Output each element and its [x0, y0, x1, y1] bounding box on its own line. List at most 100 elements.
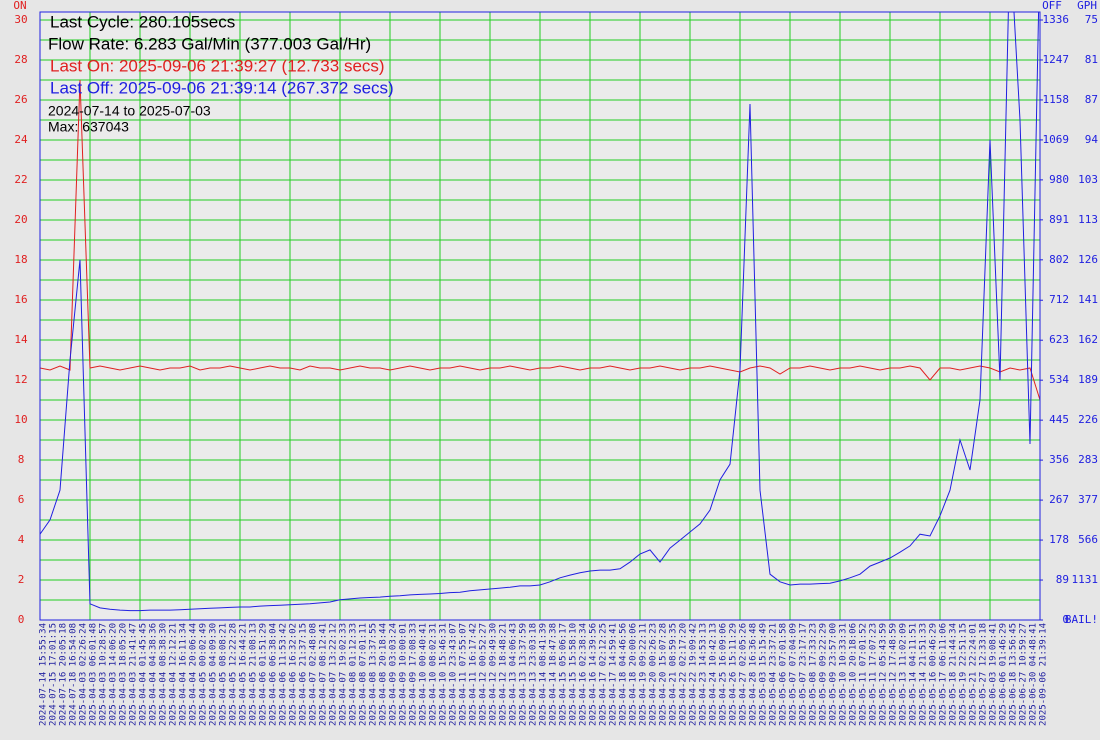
y-axis-label: ON [13, 0, 26, 12]
x-tick-label: 2025-04-04 08:38:30 [159, 623, 169, 726]
x-tick-label: 2025-04-24 10:42:13 [709, 623, 719, 726]
x-tick-label: 2025-04-06 21:37:15 [299, 623, 309, 726]
x-tick-label: 2025-05-11 07:01:52 [859, 623, 869, 726]
x-tick-label: 2025-06-03 19:08:41 [989, 623, 999, 726]
y2-tick-label: 891 [1049, 213, 1069, 226]
x-tick-label: 2025-04-20 00:26:23 [649, 623, 659, 726]
series-line [40, 12, 1040, 612]
x-tick-label: 2025-04-03 21:41:47 [129, 623, 139, 726]
gph-tick-label: 189 [1078, 373, 1098, 386]
gph-tick-label: 566 [1078, 533, 1098, 546]
gph-tick-label: 226 [1078, 413, 1098, 426]
x-tick-label: 2025-04-07 08:12:41 [319, 623, 329, 726]
y2-tick-label: 623 [1049, 333, 1069, 346]
y2-tick-label: 178 [1049, 533, 1069, 546]
info-line: Last On: 2025-09-06 21:39:27 (12.733 sec… [50, 56, 385, 75]
max-text: Max: 637043 [48, 119, 129, 135]
x-tick-label: 2025-05-07 23:17:17 [799, 623, 809, 726]
x-tick-label: 2025-05-14 04:11:51 [909, 623, 919, 726]
y2-tick-label: 802 [1049, 253, 1069, 266]
y-tick-label: 14 [14, 333, 28, 346]
gph-tick-label: 377 [1078, 493, 1098, 506]
x-tick-label: 2025-05-16 00:46:29 [929, 623, 939, 726]
gph-axis-label: GPH [1077, 0, 1097, 12]
x-tick-label: 2025-04-04 20:06:44 [189, 623, 199, 726]
y-tick-label: 4 [18, 533, 25, 546]
x-tick-label: 2025-04-03 10:28:57 [99, 623, 109, 726]
x-tick-label: 2025-04-10 08:02:31 [429, 623, 439, 726]
y2-tick-label: 534 [1049, 373, 1069, 386]
x-tick-label: 2025-05-04 23:37:21 [769, 623, 779, 726]
y-tick-label: 16 [14, 293, 27, 306]
y2-tick-label: 356 [1049, 453, 1069, 466]
info-line: Last Cycle: 280.105secs [50, 12, 235, 31]
x-tick-label: 2025-04-17 14:59:41 [609, 623, 619, 726]
gph-tick-label: 283 [1078, 453, 1098, 466]
y-tick-label: 26 [14, 93, 27, 106]
x-tick-label: 2024-07-16 20:05:18 [59, 623, 69, 726]
x-tick-label: 2025-04-22 02:17:20 [679, 623, 689, 726]
x-tick-label: 2025-04-27 02:05:26 [739, 623, 749, 726]
x-tick-label: 2025-05-14 21:51:33 [919, 623, 929, 726]
x-tick-label: 2025-04-08 20:18:44 [379, 623, 389, 726]
x-tick-label: 2025-04-03 18:05:20 [119, 623, 129, 726]
y-tick-label: 0 [18, 613, 25, 626]
x-tick-label: 2025-04-22 19:09:42 [689, 623, 699, 726]
gph-tick-label: 94 [1085, 133, 1099, 146]
x-tick-label: 2025-04-05 04:09:30 [209, 623, 219, 726]
x-tick-label: 2025-04-05 12:22:28 [229, 623, 239, 726]
x-tick-label: 2025-05-07 07:04:09 [789, 623, 799, 726]
x-tick-label: 2025-04-15 15:58:10 [569, 623, 579, 726]
x-tick-label: 2025-04-06 11:53:42 [279, 623, 289, 726]
x-tick-label: 2025-04-05 00:02:49 [199, 623, 209, 726]
x-tick-label: 2025-04-14 08:41:39 [539, 623, 549, 726]
x-tick-label: 2025-04-08 07:01:11 [359, 623, 369, 726]
x-tick-label: 2025-05-08 17:33:23 [809, 623, 819, 726]
gph-tick-label: BAIL! [1065, 613, 1098, 626]
gph-tick-label: 81 [1085, 53, 1098, 66]
gph-tick-label: 87 [1085, 93, 1098, 106]
x-tick-label: 2025-04-13 04:06:43 [509, 623, 519, 726]
y-tick-label: 12 [14, 373, 27, 386]
gph-tick-label: 141 [1078, 293, 1098, 306]
x-tick-label: 2025-05-10 20:18:06 [849, 623, 859, 726]
y2-tick-label: 1336 [1043, 13, 1070, 26]
x-tick-label: 2025-04-28 16:36:48 [749, 623, 759, 726]
x-tick-label: 2025-04-14 18:47:38 [549, 623, 559, 726]
y2-tick-label: 1158 [1043, 93, 1070, 106]
y-tick-label: 2 [18, 573, 25, 586]
x-tick-label: 2025-04-04 01:45:45 [139, 623, 149, 726]
x-tick-label: 2025-04-16 14:39:56 [589, 623, 599, 726]
x-tick-label: 2025-04-10 00:40:41 [419, 623, 429, 726]
y-tick-label: 18 [14, 253, 27, 266]
x-tick-label: 2025-06-06 01:46:29 [999, 623, 1009, 726]
x-tick-label: 2025-04-04 04:38:36 [149, 623, 159, 726]
x-tick-label: 2025-04-13 13:37:59 [519, 623, 529, 726]
x-tick-label: 2025-05-12 05:43:59 [879, 623, 889, 726]
gph-tick-label: 103 [1078, 173, 1098, 186]
x-tick-label: 2025-04-12 00:52:27 [479, 623, 489, 726]
x-tick-label: 2025-04-09 17:08:33 [409, 623, 419, 726]
y2-tick-label: 89 [1056, 573, 1069, 586]
x-tick-label: 2025-04-18 04:46:56 [619, 623, 629, 726]
x-tick-label: 2025-05-17 06:11:06 [939, 623, 949, 726]
y2-tick-label: 980 [1049, 173, 1069, 186]
y-tick-label: 10 [14, 413, 27, 426]
x-tick-label: 2025-05-13 11:02:09 [899, 623, 909, 726]
y2-tick-label: 1247 [1043, 53, 1070, 66]
y-tick-label: 22 [14, 173, 27, 186]
x-tick-label: 2025-04-06 01:51:29 [259, 623, 269, 726]
info-line: Flow Rate: 6.283 Gal/Min (377.003 Gal/Hr… [48, 34, 371, 53]
range-text: 2024-07-14 to 2025-07-03 [48, 103, 211, 119]
y2-tick-label: 1069 [1043, 133, 1070, 146]
x-tick-label: 2025-04-18 20:00:06 [629, 623, 639, 726]
x-tick-label: 2025-05-06 07:01:58 [779, 623, 789, 726]
x-tick-label: 2024-07-18 16:54:08 [69, 623, 79, 726]
x-tick-label: 2025-04-11 16:17:42 [469, 623, 479, 726]
x-tick-label: 2025-04-26 15:11:29 [729, 623, 739, 726]
y-tick-label: 20 [14, 213, 27, 226]
x-tick-label: 2024-07-15 17:01:15 [49, 623, 59, 726]
x-tick-label: 2025-04-21 08:59:35 [669, 623, 679, 726]
x-tick-label: 2025-05-03 15:15:49 [759, 623, 769, 726]
x-tick-label: 2025-05-09 23:57:00 [829, 623, 839, 726]
